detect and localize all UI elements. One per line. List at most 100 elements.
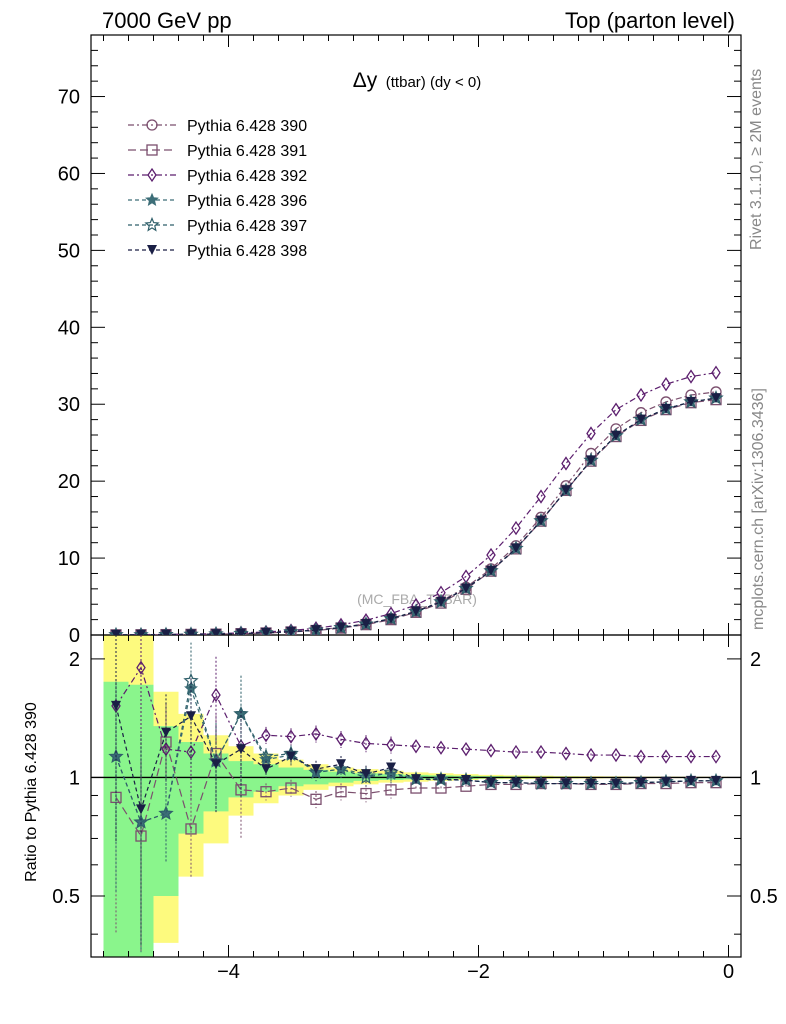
ratio-point [161, 727, 171, 738]
y-tick-label-main: 30 [58, 394, 80, 416]
ratio-point [211, 687, 221, 703]
legend-item: Pythia 6.428 396 [128, 192, 307, 210]
ratio-point [461, 775, 471, 786]
data-point [261, 627, 271, 635]
legend-marker [146, 144, 158, 156]
ratio-series-pythia-6-428-398 [111, 635, 721, 946]
ratio-point [636, 777, 646, 788]
ratio-point [386, 762, 396, 773]
data-point [436, 596, 446, 607]
x-tick-label: 0 [723, 961, 734, 983]
ratio-point [336, 732, 346, 747]
data-point [586, 426, 596, 441]
plot-title-main: Δy [353, 69, 378, 92]
y-tick-label-main: 50 [58, 240, 80, 262]
y-tick-label-main: 20 [58, 471, 80, 493]
data-point [111, 629, 121, 635]
data-point [208, 625, 224, 635]
ratio-point [158, 805, 174, 820]
legend-item: Pythia 6.428 390 [128, 118, 307, 135]
data-point [161, 629, 171, 635]
data-point [661, 377, 671, 392]
ratio-point [261, 764, 271, 775]
ratio-point [311, 726, 321, 742]
legend-marker [147, 245, 157, 255]
data-point [411, 606, 421, 617]
ratio-uncertainty-bands [103, 635, 729, 957]
ratio-point [536, 778, 546, 789]
y-tick-label-ratio-right: 1 [750, 767, 761, 789]
data-point [561, 456, 571, 471]
data-point [108, 626, 124, 635]
y-tick-label-main: 40 [58, 317, 80, 339]
series-pythia-6-428-398 [111, 393, 721, 635]
data-point [661, 403, 671, 414]
ratio-point [361, 769, 371, 780]
y-tick-label-main: 60 [58, 163, 80, 185]
y-tick-label-main: 70 [58, 87, 80, 109]
data-point [286, 626, 296, 635]
ratio-series [108, 635, 724, 953]
main-series [108, 365, 724, 635]
ratio-point [385, 784, 397, 796]
data-point [586, 455, 596, 466]
data-point [236, 628, 246, 635]
ratio-point [285, 782, 297, 794]
x-tick-label: −2 [467, 961, 490, 983]
ratio-point [310, 793, 322, 805]
legend-marker [144, 216, 160, 232]
data-point [486, 565, 496, 576]
plot-title-sub: (ttbar) (dy < 0) [386, 74, 481, 91]
legend-label: Pythia 6.428 397 [187, 218, 307, 235]
data-point [611, 402, 621, 417]
data-point [561, 485, 571, 496]
data-point [711, 365, 721, 380]
ratio-point [136, 660, 146, 675]
data-point [511, 520, 521, 536]
ratio-point [536, 744, 546, 760]
data-point [136, 629, 146, 635]
ratio-point [186, 744, 196, 760]
y-tick-label-ratio-right: 2 [750, 649, 761, 671]
ratio-point [511, 777, 521, 788]
ratio-point [686, 749, 696, 764]
data-point [258, 624, 274, 635]
data-point [711, 393, 721, 404]
ratio-point [661, 749, 671, 764]
plot-title: Δy (ttbar) (dy < 0) [353, 69, 481, 92]
data-point [158, 626, 174, 635]
y-tick-label-main: 10 [58, 548, 80, 570]
ratio-point [711, 775, 721, 786]
ratio-point [486, 743, 496, 758]
data-point [611, 430, 621, 441]
ratio-point [586, 747, 596, 763]
ratio-point [236, 744, 246, 755]
data-point [636, 414, 646, 425]
data-point [336, 622, 346, 633]
ratio-point [133, 814, 149, 829]
ratio-point [411, 774, 421, 785]
ratio-point [411, 739, 421, 754]
legend-item: Pythia 6.428 397 [128, 216, 307, 235]
legend-item: Pythia 6.428 398 [128, 243, 307, 260]
ratio-point [436, 774, 446, 785]
ratio-point [286, 751, 296, 762]
ratio-point [661, 776, 671, 787]
data-point [386, 613, 396, 624]
legend-label: Pythia 6.428 398 [187, 243, 307, 260]
ratio-point [611, 747, 621, 763]
data-point [536, 489, 546, 504]
data-point [536, 515, 546, 526]
ratio-y-axis-label: Ratio to Pythia 6.428 390 [23, 702, 40, 882]
legend-label: Pythia 6.428 391 [187, 143, 307, 160]
legend-label: Pythia 6.428 396 [187, 193, 307, 210]
rivet-label: Rivet 3.1.10, ≥ 2M events [748, 69, 765, 250]
series-pythia-6-428-392 [111, 365, 721, 635]
ratio-point [561, 778, 571, 789]
ratio-point [311, 764, 321, 775]
legend-label: Pythia 6.428 390 [187, 118, 307, 135]
data-point [636, 387, 646, 403]
ratio-point [358, 769, 374, 784]
data-point [486, 547, 496, 563]
